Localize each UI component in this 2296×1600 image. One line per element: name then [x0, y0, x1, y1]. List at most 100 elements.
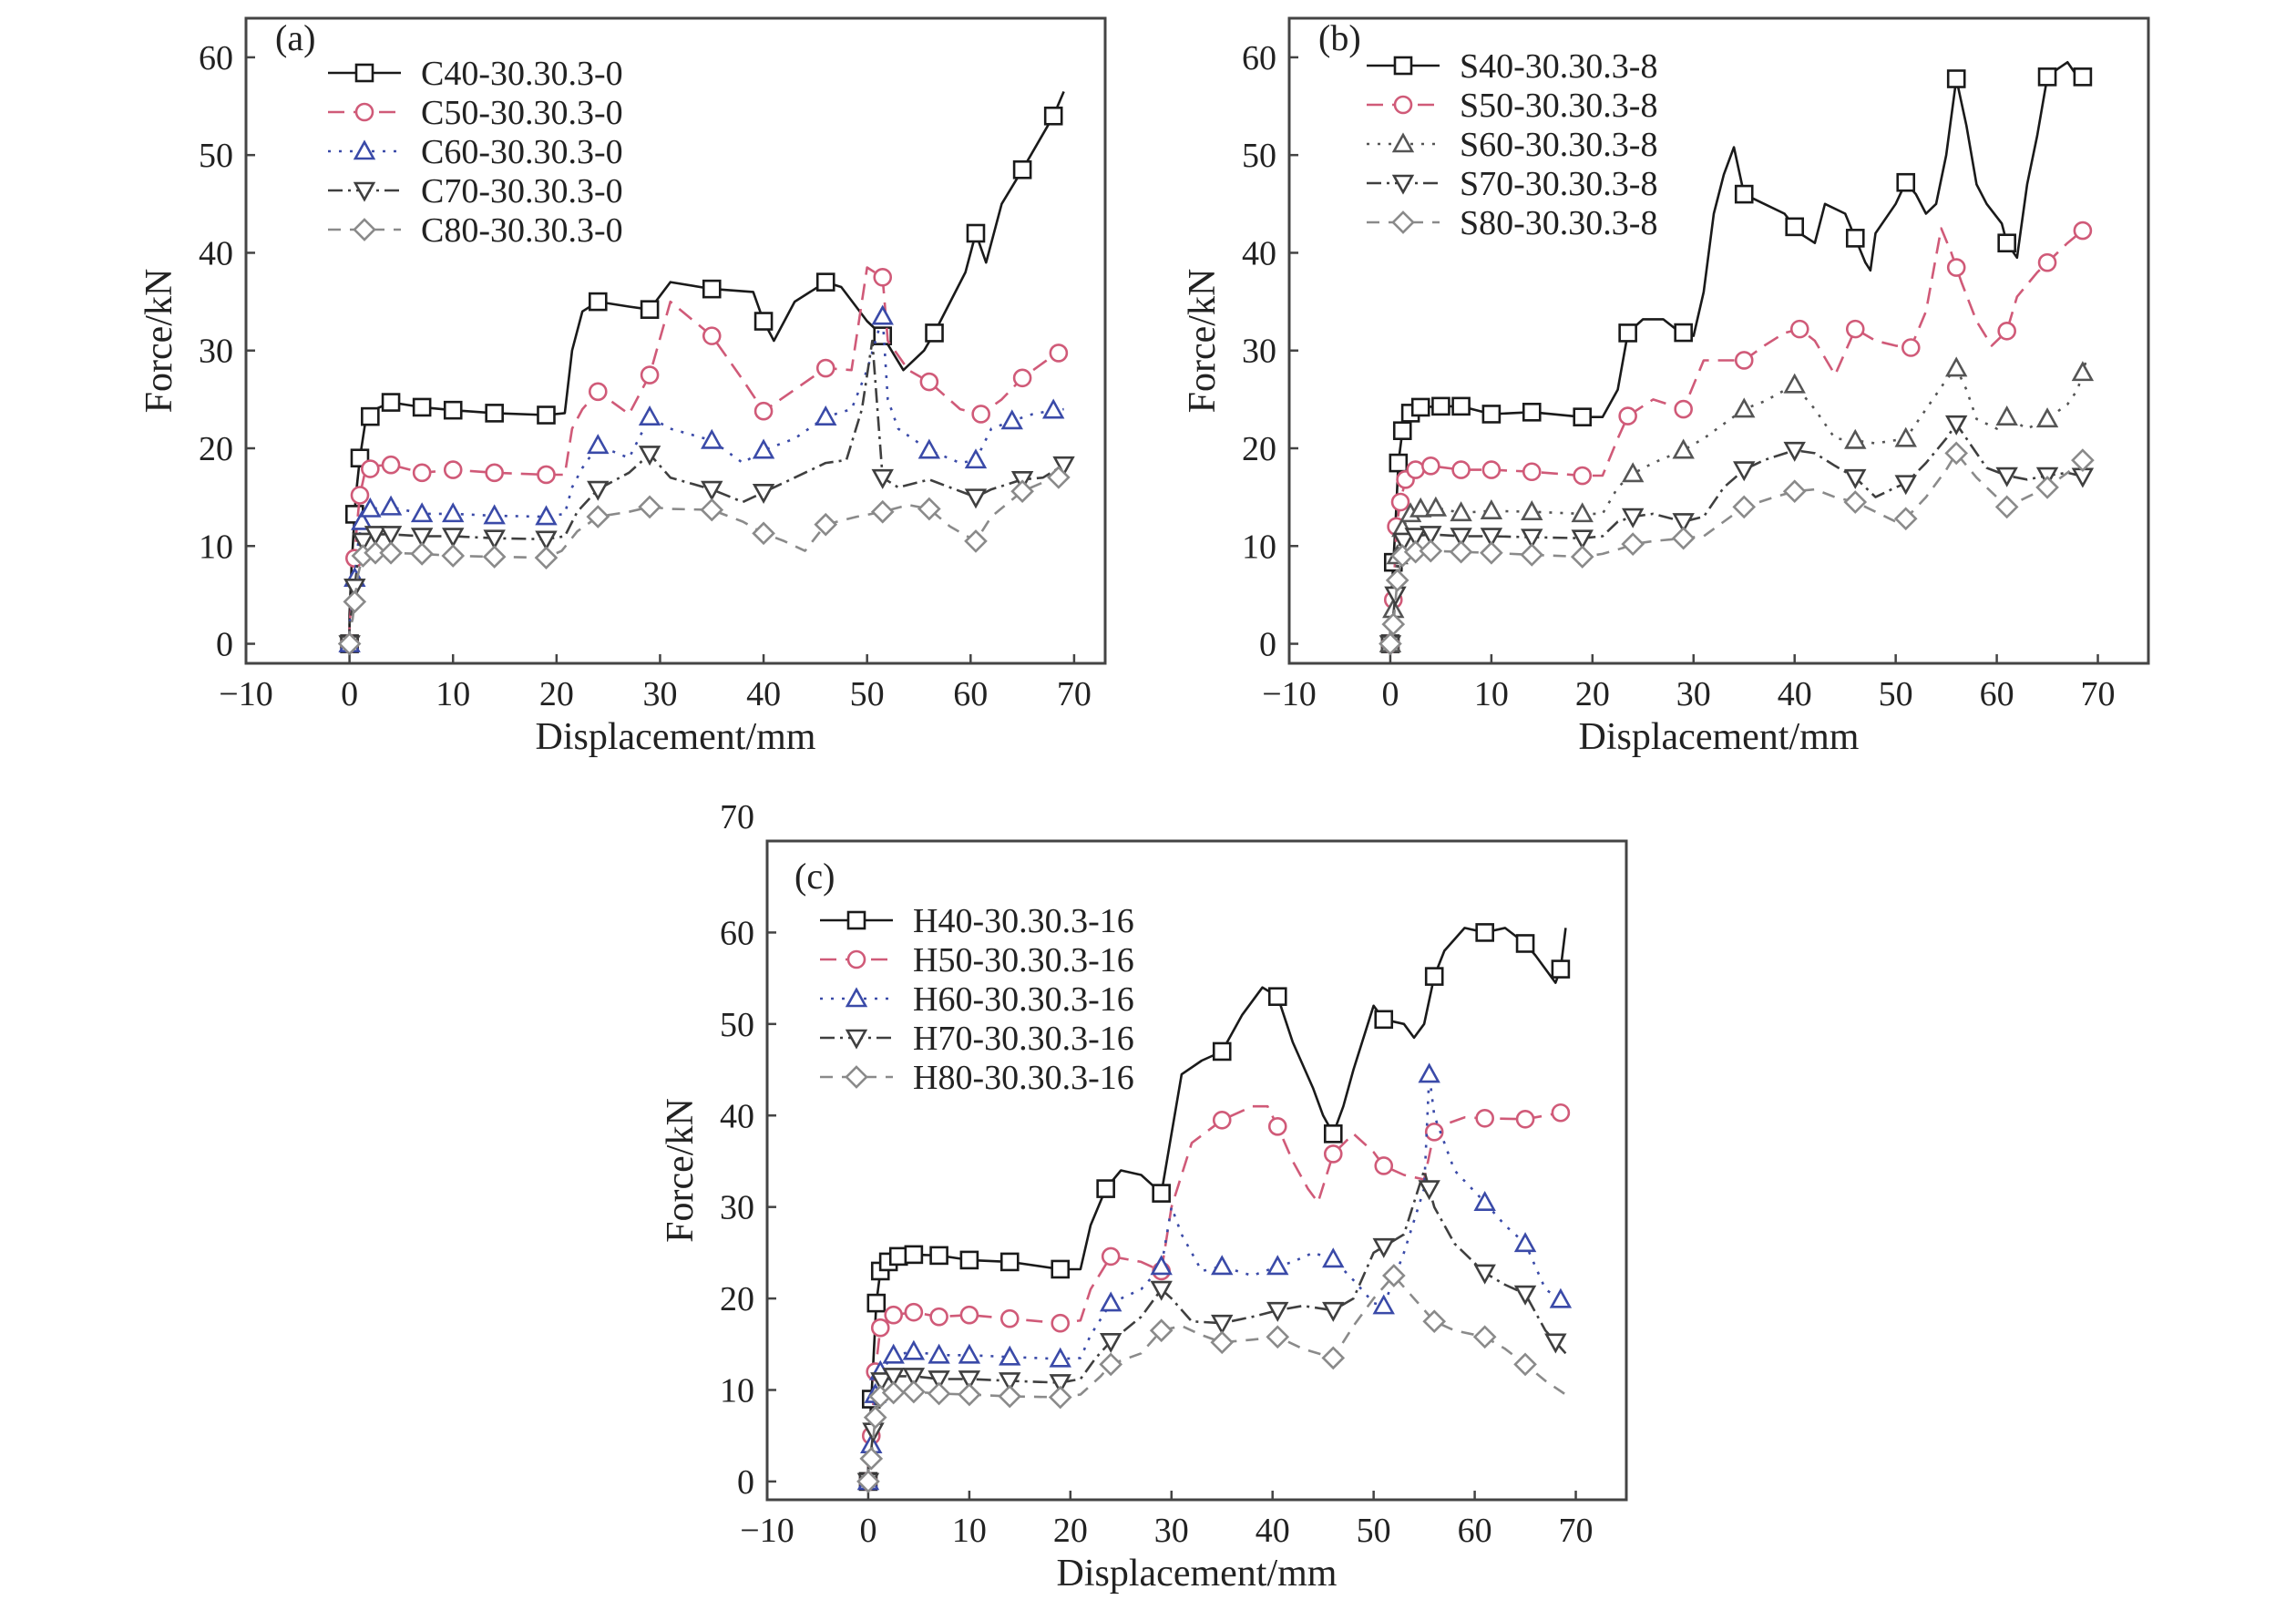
data-point: [1944, 441, 1969, 466]
y-tick-label: 20: [199, 430, 233, 468]
data-point: [917, 497, 941, 521]
data-point: [702, 326, 722, 345]
data-point: [1473, 1264, 1496, 1285]
x-tick-label: −10: [740, 1512, 794, 1550]
data-point: [871, 468, 894, 489]
chart-panel-3: −10 0 10 20 30 40 50 60 70 0 10 20 30 40 50 60 70 Displac…: [660, 798, 1628, 1595]
y-tick-label: 50: [199, 137, 233, 175]
series-line: [866, 1072, 1567, 1482]
data-point: [1210, 1330, 1235, 1355]
legend-label: H40-30.30.3-16: [913, 902, 1134, 940]
data-point: [587, 480, 610, 501]
data-point: [1152, 1184, 1171, 1203]
data-point: [958, 1370, 981, 1391]
data-point: [1549, 1287, 1573, 1308]
y-tick-label: 20: [720, 1280, 754, 1318]
legend-entry: S70-30.30.3-8: [1367, 165, 1657, 203]
data-point: [410, 528, 434, 549]
data-point: [1734, 351, 1754, 370]
data-point: [1096, 1179, 1115, 1198]
data-point: [859, 1446, 884, 1471]
data-point: [999, 1372, 1021, 1393]
x-tick-label: 40: [746, 675, 781, 713]
y-tick-label: 0: [1259, 626, 1276, 664]
data-point: [412, 397, 432, 417]
data-point: [1734, 184, 1754, 204]
data-point: [1515, 1109, 1535, 1129]
data-point: [359, 497, 382, 518]
data-point: [1997, 233, 2016, 253]
data-point: [1783, 441, 1806, 462]
data-point: [1674, 399, 1693, 419]
data-point: [1410, 397, 1430, 417]
data-point: [1012, 159, 1032, 179]
data-point: [752, 521, 775, 546]
series-S60-30.30.3-8: [1379, 354, 2095, 652]
data-point: [1618, 406, 1637, 426]
data-point: [343, 590, 367, 614]
data-point: [1374, 1010, 1394, 1030]
legend-marker: [353, 218, 376, 241]
data-point: [1211, 1314, 1234, 1335]
legend-marker: [846, 910, 866, 930]
data-point: [884, 1305, 903, 1325]
x-tick-label: 0: [859, 1512, 876, 1550]
data-point: [1844, 468, 1867, 489]
legend-label: C80-30.30.3-0: [421, 211, 623, 250]
data-point: [1390, 492, 1410, 512]
legend-label: H60-30.30.3-16: [913, 980, 1134, 1019]
data-point: [638, 405, 661, 426]
legend-entry: C40-30.30.3-0: [328, 55, 623, 93]
data-point: [1372, 1237, 1395, 1258]
x-tick-label: 60: [1980, 675, 2014, 713]
series-line: [866, 1169, 1567, 1482]
data-point: [999, 1252, 1020, 1272]
data-point: [364, 526, 387, 547]
data-point: [1101, 1246, 1121, 1267]
y-tick-label: 40: [199, 234, 233, 272]
legend-label: S40-30.30.3-8: [1460, 47, 1657, 86]
data-point: [871, 304, 894, 325]
data-point: [1150, 1280, 1173, 1301]
data-point: [1047, 466, 1071, 489]
data-point: [412, 463, 432, 483]
legend-entry: H40-30.30.3-16: [820, 902, 1134, 940]
data-point: [1404, 528, 1427, 549]
data-point: [870, 1372, 893, 1393]
data-point: [640, 365, 660, 385]
data-point: [1513, 1285, 1537, 1306]
data-point: [537, 405, 556, 425]
legend-entry: H70-30.30.3-16: [820, 1020, 1134, 1058]
data-point: [1422, 1309, 1447, 1334]
data-point: [1266, 1255, 1289, 1276]
data-point: [752, 483, 775, 504]
data-point: [904, 1302, 924, 1322]
data-point: [1451, 460, 1471, 479]
data-point: [1266, 1301, 1289, 1322]
y-tick-label: 10: [199, 528, 233, 566]
data-point: [410, 502, 434, 523]
series-C70-30.30.3-0: [338, 339, 1075, 656]
x-tick-label: 10: [952, 1512, 987, 1550]
data-point: [535, 505, 558, 526]
data-point: [1481, 460, 1502, 479]
x-tick-label: 10: [1474, 675, 1509, 713]
data-point: [352, 532, 374, 553]
data-point: [1381, 612, 1406, 636]
data-point: [379, 540, 403, 565]
data-point: [999, 1308, 1020, 1328]
data-point: [350, 486, 370, 505]
y-tick-label: 10: [720, 1372, 754, 1410]
data-point: [1051, 1259, 1071, 1279]
data-point: [1844, 428, 1867, 449]
data-point: [482, 545, 507, 569]
data-point: [361, 406, 380, 426]
y-tick-label: 60: [199, 39, 233, 77]
data-point: [587, 434, 610, 455]
data-point: [537, 465, 556, 485]
data-point: [1570, 545, 1594, 569]
data-point: [1043, 106, 1063, 126]
data-point: [1099, 1332, 1122, 1353]
data-point: [337, 631, 362, 656]
data-point: [928, 1370, 950, 1391]
